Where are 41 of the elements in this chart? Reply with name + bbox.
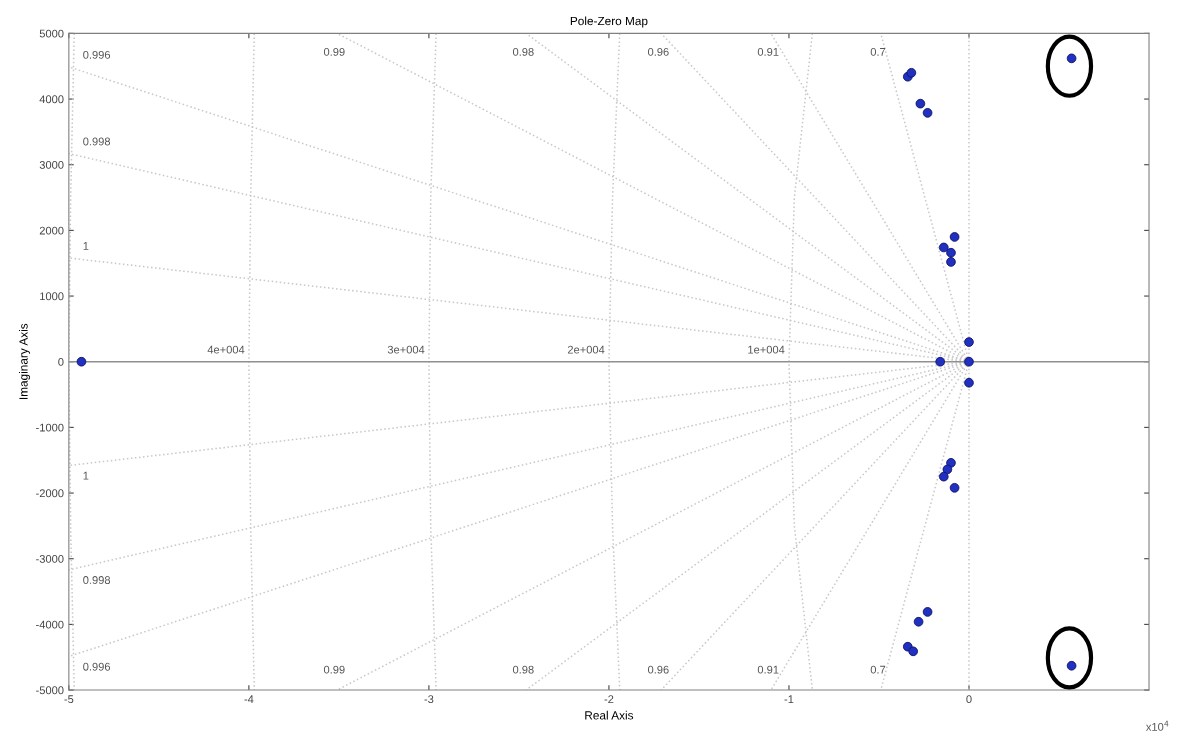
series-label: 1e+004 [748,345,785,354]
series-label: 0.7 [870,665,886,674]
x-tick-label: -1 [784,695,794,703]
series-label: 2e+004 [567,345,605,354]
series-label: 1 [83,471,89,480]
y-tick-label: -4000 [36,620,64,629]
x-tick-label: 0 [966,695,972,704]
y-tick-label: 3000 [39,160,64,169]
series-label: 0.91 [757,665,779,674]
y-axis-title: Imaginary Axis [19,323,31,400]
y-tick-label: -2000 [36,489,64,498]
series-label: 0.98 [512,665,534,674]
series-label: 4e+004 [207,345,245,354]
y-tick-label: -1000 [36,423,64,432]
series-label: 3e+004 [387,345,425,354]
y-tick-label: -3000 [36,554,64,563]
chart-title: Pole-Zero Map [570,16,648,28]
series-label: 0.7 [870,47,886,56]
x-tick-label: -4 [244,695,254,703]
series-label: 0.99 [323,665,345,674]
series-label: 1 [83,242,89,250]
series-label: 0.998 [83,137,111,146]
series-label: 0.96 [647,665,669,674]
y-tick-label: 5000 [39,29,64,38]
y-tick-label: 1000 [40,292,64,301]
series-label: 0.98 [512,47,534,56]
series-label: 0.91 [757,47,779,56]
x-tick-label: -3 [424,695,434,704]
y-tick-label: 2000 [39,226,64,235]
x-axis-title: Real Axis [585,710,634,720]
y-tick-label: 0 [58,357,64,366]
y-tick-label: 4000 [39,95,64,104]
series-label: 0.99 [323,47,345,56]
series-label: 0.998 [83,576,111,584]
x-tick-label: -5 [64,695,74,704]
series-label: 0.996 [83,662,111,671]
series-label: 0.996 [83,50,111,59]
y-tick-label: -5000 [36,686,64,695]
x-tick-label: -2 [604,695,614,703]
text: x10$^{4}$ [1145,720,1169,731]
series-label: 0.96 [647,47,669,56]
